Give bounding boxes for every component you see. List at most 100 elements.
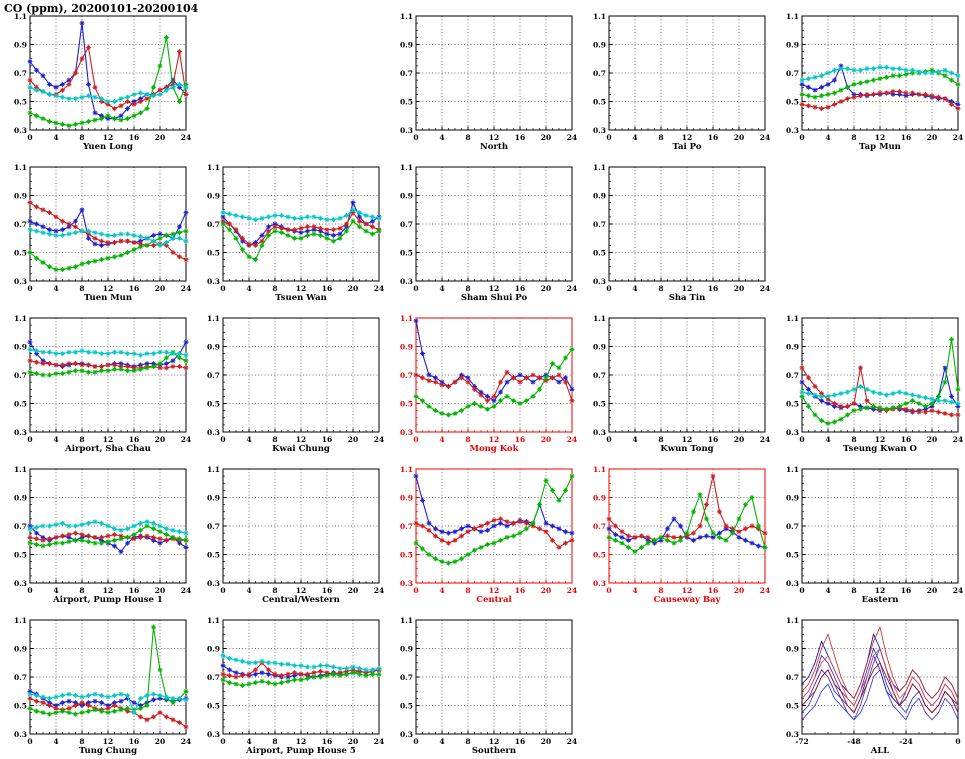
- x-tick-label: 24: [181, 586, 191, 595]
- series-markers-site-3: [799, 336, 961, 426]
- x-tick-label: 16: [129, 133, 139, 142]
- y-tick-label: 1.1: [14, 314, 27, 323]
- x-tick-label: 16: [901, 133, 911, 142]
- y-tick-label: 0.3: [786, 126, 799, 135]
- chart-canvas-tai-po: 0 4 8 12 16 20 24 0.3 0.5 0.7 0.9 1.1 Tai Po: [593, 12, 770, 152]
- x-tick-label: 16: [129, 586, 139, 595]
- y-tick-label: 0.7: [786, 371, 799, 380]
- x-tick-label: 8: [79, 284, 84, 293]
- x-tick-label: 8: [658, 284, 663, 293]
- series-markers-site-4: [799, 383, 961, 406]
- page-title: CO (ppm), 20200101-20200104: [4, 2, 199, 15]
- chart-tap-mun: 0 4 8 12 16 20 24 0.3 0.5 0.7 0.9 1.1 Tap Mun: [772, 0, 965, 152]
- y-tick-label: 0.7: [400, 220, 413, 229]
- x-tick-label: 24: [953, 435, 963, 444]
- y-tick-label: 0.7: [14, 371, 27, 380]
- series-line-traj-2: [801, 647, 959, 721]
- x-tick-label: 20: [155, 435, 165, 444]
- x-tick-label: 24: [953, 586, 963, 595]
- x-tick-label: 0: [220, 737, 225, 746]
- x-tick-label: 12: [103, 586, 113, 595]
- x-tick-label: 4: [632, 435, 637, 444]
- y-tick-label: 1.1: [14, 163, 27, 172]
- y-tick-label: 0.3: [207, 277, 220, 286]
- x-tick-label: 4: [246, 284, 251, 293]
- x-tick-label: 8: [851, 586, 856, 595]
- y-tick-label: 0.9: [14, 40, 27, 49]
- y-tick-label: 0.3: [786, 730, 799, 739]
- chart-tsuen-wan: 0 4 8 12 16 20 24 0.3 0.5 0.7 0.9 1.1 Tsuen Wan: [193, 151, 386, 303]
- x-tick-label: -24: [899, 737, 913, 746]
- series-markers-site-2: [413, 369, 575, 404]
- x-tick-label: 24: [374, 586, 384, 595]
- x-tick-label: 20: [927, 586, 937, 595]
- x-tick-label: 24: [953, 133, 963, 142]
- x-tick-label: 12: [682, 284, 692, 293]
- series-line-traj-8: [801, 662, 959, 714]
- chart-title-eastern: Eastern: [862, 595, 899, 604]
- y-tick-label: 0.7: [14, 673, 27, 682]
- x-tick-label: 16: [708, 435, 718, 444]
- x-tick-label: 16: [129, 284, 139, 293]
- y-tick-label: 0.7: [14, 69, 27, 78]
- chart-kwun-tong: 0 4 8 12 16 20 24 0.3 0.5 0.7 0.9 1.1 Kwun Tong: [579, 302, 772, 454]
- series-markers-site-4: [220, 653, 382, 673]
- chart-canvas-tung-chung: 0 4 8 12 16 20 24 0.3 0.5 0.7 0.9 1.1 Tung Chung: [14, 616, 191, 756]
- y-tick-label: 0.9: [14, 644, 27, 653]
- y-tick-label: 0.3: [593, 579, 606, 588]
- y-tick-label: 1.1: [593, 465, 606, 474]
- y-tick-label: 0.9: [400, 644, 413, 653]
- series-markers-site-1: [799, 63, 961, 107]
- series-markers-site-4: [27, 227, 189, 248]
- x-tick-label: 16: [708, 133, 718, 142]
- y-tick-label: 0.3: [593, 277, 606, 286]
- x-tick-label: 20: [541, 586, 551, 595]
- chart-title-sham-shui-po: Sham Shui Po: [461, 293, 528, 302]
- x-tick-label: 16: [322, 284, 332, 293]
- series-markers-site-4: [27, 691, 189, 716]
- x-tick-label: 24: [181, 284, 191, 293]
- y-tick-label: 0.7: [400, 371, 413, 380]
- y-tick-label: 0.3: [207, 730, 220, 739]
- chart-title-yuen-long: Yuen Long: [82, 142, 133, 151]
- y-tick-label: 0.7: [207, 371, 220, 380]
- x-tick-label: 0: [27, 737, 32, 746]
- x-tick-label: 4: [632, 133, 637, 142]
- y-tick-label: 0.7: [400, 69, 413, 78]
- x-tick-label: 0: [27, 284, 32, 293]
- y-tick-label: 0.9: [207, 644, 220, 653]
- x-tick-label: 4: [53, 737, 58, 746]
- chart-canvas-tsuen-wan: 0 4 8 12 16 20 24 0.3 0.5 0.7 0.9 1.1 Tsuen Wan: [207, 163, 384, 303]
- chart-canvas-tuen-mun: 0 4 8 12 16 20 24 0.3 0.5 0.7 0.9 1.1 Tuen Mun: [14, 163, 191, 303]
- y-tick-label: 0.5: [400, 701, 413, 710]
- chart-tseung-kwan-o: 0 4 8 12 16 20 24 0.3 0.5 0.7 0.9 1.1 Tseung Kwan O: [772, 302, 965, 454]
- x-tick-label: 20: [541, 737, 551, 746]
- x-tick-label: 0: [799, 586, 804, 595]
- x-tick-label: 8: [465, 586, 470, 595]
- x-tick-label: 0: [955, 737, 960, 746]
- chart-tai-po: 0 4 8 12 16 20 24 0.3 0.5 0.7 0.9 1.1 Tai Po: [579, 0, 772, 152]
- x-tick-label: 16: [515, 737, 525, 746]
- x-tick-label: 12: [489, 435, 499, 444]
- x-tick-label: 20: [155, 284, 165, 293]
- y-tick-label: 0.9: [593, 342, 606, 351]
- chart-sha-tin: 0 4 8 12 16 20 24 0.3 0.5 0.7 0.9 1.1 Sha Tin: [579, 151, 772, 303]
- y-tick-label: 0.9: [207, 342, 220, 351]
- chart-title-central: Central: [476, 595, 512, 604]
- x-tick-label: 20: [541, 435, 551, 444]
- x-tick-label: 12: [296, 737, 306, 746]
- y-tick-label: 0.5: [400, 248, 413, 257]
- y-tick-label: 0.5: [593, 550, 606, 559]
- x-tick-label: 12: [682, 435, 692, 444]
- x-tick-label: 12: [103, 435, 113, 444]
- chart-title-airport-pump-house-5: Airport, Pump House 5: [245, 746, 356, 755]
- x-tick-label: 8: [79, 737, 84, 746]
- x-tick-label: 16: [515, 435, 525, 444]
- x-tick-label: 16: [322, 737, 332, 746]
- x-tick-label: 4: [632, 284, 637, 293]
- x-tick-label: 16: [708, 586, 718, 595]
- x-tick-label: 16: [515, 133, 525, 142]
- y-tick-label: 0.5: [593, 248, 606, 257]
- y-tick-label: 0.9: [14, 493, 27, 502]
- chart-eastern: 0 4 8 12 16 20 24 0.3 0.5 0.7 0.9 1.1 Eastern: [772, 453, 965, 605]
